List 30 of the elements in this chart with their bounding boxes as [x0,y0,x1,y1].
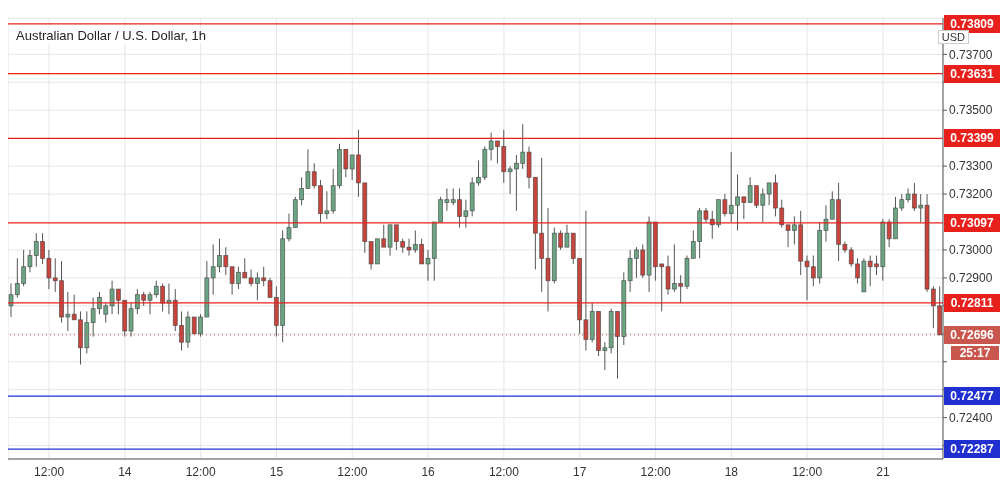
y-tick-label: 0.73200 [949,187,993,202]
ref-line-label: 0.73399 [944,129,1000,148]
x-tick-label: 12:00 [792,464,823,479]
ref-line-label: 0.72287 [944,440,1000,459]
y-tick-label: 0.73000 [949,243,993,258]
x-tick-label: 12:00 [185,464,217,479]
ref-line-label: 0.72477 [944,387,1000,406]
ref-line-label: 0.72696 [944,325,1000,344]
y-tick-label: 0.73500 [949,103,993,118]
x-tick-label: 16 [421,464,436,479]
x-tick-label: 14 [118,464,132,479]
y-tick-label: 0.73300 [949,159,993,174]
y-tick-label: 0.72900 [949,271,993,286]
annotation: USD [937,30,969,44]
x-tick-label: 18 [724,464,739,479]
x-tick-label: 12:00 [488,464,520,479]
x-tick-label: 21 [876,464,890,479]
ref-line-label: 0.73631 [944,64,1000,83]
x-tick-label: 17 [573,464,587,479]
x-tick-label: 12:00 [34,464,65,479]
ref-line-label: 0.73097 [944,213,1000,232]
x-tick-label: 15 [269,464,284,479]
ref-line-label: 0.73809 [944,14,1000,33]
x-tick-label: 12:00 [640,464,671,479]
x-tick-label: 12:00 [337,464,368,479]
text: Australian Dollar / U.S. Dollar, 1h [14,28,209,43]
y-tick-label: 0.72400 [949,410,993,425]
ref-line-label: 0.72811 [944,293,1000,312]
text: 25:17 [951,345,999,360]
y-tick-label: 0.73700 [949,47,993,62]
